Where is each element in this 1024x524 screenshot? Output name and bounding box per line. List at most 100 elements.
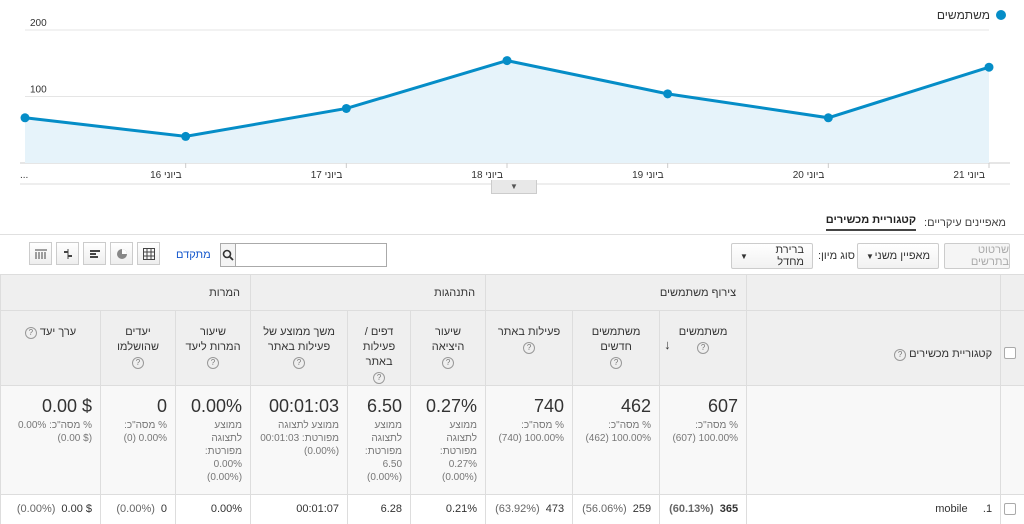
header-device-category-label: קטגוריית מכשירים bbox=[909, 348, 993, 360]
help-icon[interactable]: ? bbox=[523, 342, 536, 354]
header-users[interactable]: משתמשים? ↓ bbox=[659, 310, 748, 386]
search-box bbox=[220, 243, 387, 267]
legend-dot-icon bbox=[996, 10, 1006, 20]
data-point bbox=[984, 62, 994, 72]
row-new-users: 259 (56.06%) bbox=[572, 494, 661, 524]
header-duration-label: משך ממוצע של פעילות באתר bbox=[263, 326, 335, 353]
sort-arrow-down-icon: ↓ bbox=[664, 337, 671, 352]
header-pages-label: דפים / פעילות באתר bbox=[362, 326, 396, 368]
total-pages-sub: ממוצע לתצוגה מפורטת: 6.50 (0.00%) bbox=[364, 420, 403, 483]
table-grid-icon bbox=[142, 247, 155, 260]
header-pages-per-session[interactable]: דפים / פעילות באתר? bbox=[347, 310, 412, 386]
view-performance-button[interactable] bbox=[83, 242, 106, 265]
total-value-value: $ 0.00 bbox=[41, 396, 93, 416]
table-row[interactable]: 1. mobile 365 (60.13%) 259 (56.06%) 473 (63… bbox=[0, 494, 1024, 524]
secondary-dimension-dropdown[interactable]: מאפיין משני ▼ bbox=[857, 243, 939, 269]
line-chart: 100 200... 16 ביוני 17 ביוני 18 ביוני 19 ביונ… bbox=[0, 0, 1024, 195]
dimension-group-cell bbox=[746, 274, 1002, 311]
total-bounce-value: 0.27% bbox=[426, 396, 478, 416]
header-completions-label: יעדים שהושלמו bbox=[117, 326, 159, 353]
header-new-users[interactable]: משתמשים חדשים? bbox=[572, 310, 661, 386]
header-conv-rate-label: שיעור המרות ליעד bbox=[185, 326, 241, 353]
select-all-checkbox-cell bbox=[1000, 310, 1024, 386]
total-conv-rate: 0.00% ממוצע לתצוגה מפורטת: 0.00% (0.00%) bbox=[175, 385, 252, 495]
help-icon[interactable]: ? bbox=[207, 357, 220, 369]
sort-type-dropdown[interactable]: ברירת מחדל ▼ bbox=[731, 243, 813, 269]
row-name-link[interactable]: mobile bbox=[935, 503, 968, 515]
header-device-category[interactable]: קטגוריית מכשירים ? bbox=[746, 310, 1002, 386]
header-conversion-rate[interactable]: שיעור המרות ליעד? bbox=[175, 310, 252, 386]
row-completions-pct: (0.00%) bbox=[116, 503, 155, 515]
row-sessions: 473 (63.92%) bbox=[485, 494, 574, 524]
plot-rows-button[interactable]: שרטוט בתרשים bbox=[944, 243, 1010, 269]
help-icon[interactable]: ? bbox=[132, 357, 145, 369]
header-bounce-rate[interactable]: שיעור היציאה? bbox=[410, 310, 487, 386]
dimension-device-category[interactable]: קטגוריית מכשירים bbox=[825, 214, 917, 231]
x-tick-label: 18 ביוני bbox=[471, 170, 503, 181]
row-users: 365 (60.13%) bbox=[659, 494, 748, 524]
view-comparison-button[interactable] bbox=[56, 242, 79, 265]
header-new-users-label: משתמשים חדשים bbox=[591, 326, 641, 353]
help-icon[interactable]: ? bbox=[610, 357, 623, 369]
row-value-value: $ 0.00 bbox=[61, 503, 93, 515]
row-new-users-pct: (56.06%) bbox=[582, 503, 627, 515]
group-acquisition: צירוף משתמשים bbox=[485, 274, 748, 311]
y-tick-label: 100 bbox=[30, 85, 47, 96]
row-completions: 0 (0.00%) bbox=[100, 494, 177, 524]
select-all-checkbox[interactable] bbox=[1004, 347, 1017, 359]
total-duration-value: 00:01:03 bbox=[268, 396, 340, 416]
pivot-icon bbox=[34, 249, 47, 259]
help-icon[interactable]: ? bbox=[697, 342, 710, 354]
series-area bbox=[25, 60, 989, 164]
row-bounce: 0.21% bbox=[410, 494, 487, 524]
data-point bbox=[181, 131, 191, 141]
row-value: $ 0.00 (0.00%) bbox=[0, 494, 102, 524]
total-completions-value: 0 bbox=[157, 396, 168, 416]
header-avg-duration[interactable]: משך ממוצע של פעילות באתר? bbox=[250, 310, 349, 386]
view-pie-button[interactable] bbox=[110, 242, 133, 265]
total-bounce: 0.27% ממוצע לתצוגה מפורטת: 0.27% (0.00%) bbox=[410, 385, 487, 495]
row-checkbox-cell bbox=[1000, 494, 1024, 524]
view-data-table-button[interactable] bbox=[137, 242, 160, 265]
header-users-label: משתמשים bbox=[678, 326, 728, 338]
chevron-down-icon: ▼ bbox=[866, 251, 874, 261]
y-tick-label: 200 bbox=[30, 18, 47, 29]
advanced-filter-link[interactable]: מתקדם bbox=[176, 249, 211, 261]
total-conv-rate-sub: ממוצע לתצוגה מפורטת: 0.00% (0.00%) bbox=[204, 420, 243, 483]
primary-dimensions: מאפיינים עיקריים: קטגוריית מכשירים bbox=[825, 214, 1006, 231]
row-checkbox[interactable] bbox=[1004, 503, 1017, 515]
x-tick-label: ... bbox=[20, 170, 28, 181]
row-index: 1. bbox=[982, 503, 993, 515]
triangle-down-icon: ▼ bbox=[510, 182, 518, 191]
total-new-users-sub: % מסה"כ: 100.00% (462) bbox=[585, 420, 652, 444]
data-point bbox=[341, 103, 351, 113]
row-value-pct: (0.00%) bbox=[16, 503, 56, 515]
header-goal-completions[interactable]: יעדים שהושלמו? bbox=[100, 310, 177, 386]
x-tick-label: 19 ביוני bbox=[632, 170, 664, 181]
header-goal-value[interactable]: ערך יעד ? bbox=[0, 310, 102, 386]
help-icon[interactable]: ? bbox=[894, 349, 907, 361]
help-icon[interactable]: ? bbox=[293, 357, 306, 369]
collapse-chart-button[interactable]: ▼ bbox=[491, 180, 537, 194]
dimensions-prefix: מאפיינים עיקריים: bbox=[924, 216, 1006, 229]
help-icon[interactable]: ? bbox=[373, 372, 386, 384]
total-value: $ 0.00 % מסה"כ: 0.00% ($ 0.00) bbox=[0, 385, 102, 495]
header-sessions[interactable]: פעילות באתר? bbox=[485, 310, 574, 386]
chart-legend[interactable]: משתמשים bbox=[937, 8, 1006, 22]
total-conv-rate-value: 0.00% bbox=[190, 396, 243, 416]
group-conversions: המרות bbox=[0, 274, 252, 311]
row-completions-value: 0 bbox=[160, 503, 168, 515]
total-users-value: 607 bbox=[708, 396, 739, 416]
row-sessions-pct: (63.92%) bbox=[495, 503, 540, 515]
total-value-sub: % מסה"כ: 0.00% ($ 0.00) bbox=[17, 420, 93, 444]
help-icon[interactable]: ? bbox=[442, 357, 455, 369]
total-completions: 0 % מסה"כ: 0.00% (0) bbox=[100, 385, 177, 495]
select-all-cell bbox=[1000, 274, 1024, 311]
row-conv-rate: 0.00% bbox=[175, 494, 252, 524]
search-button[interactable] bbox=[221, 244, 236, 266]
total-new-users-value: 462 bbox=[621, 396, 652, 416]
help-icon[interactable]: ? bbox=[24, 327, 37, 339]
data-table: צירוף משתמשים התנהגות המרות קטגוריית מכש… bbox=[0, 274, 1024, 524]
view-pivot-button[interactable] bbox=[29, 242, 52, 265]
search-input[interactable] bbox=[236, 244, 386, 266]
